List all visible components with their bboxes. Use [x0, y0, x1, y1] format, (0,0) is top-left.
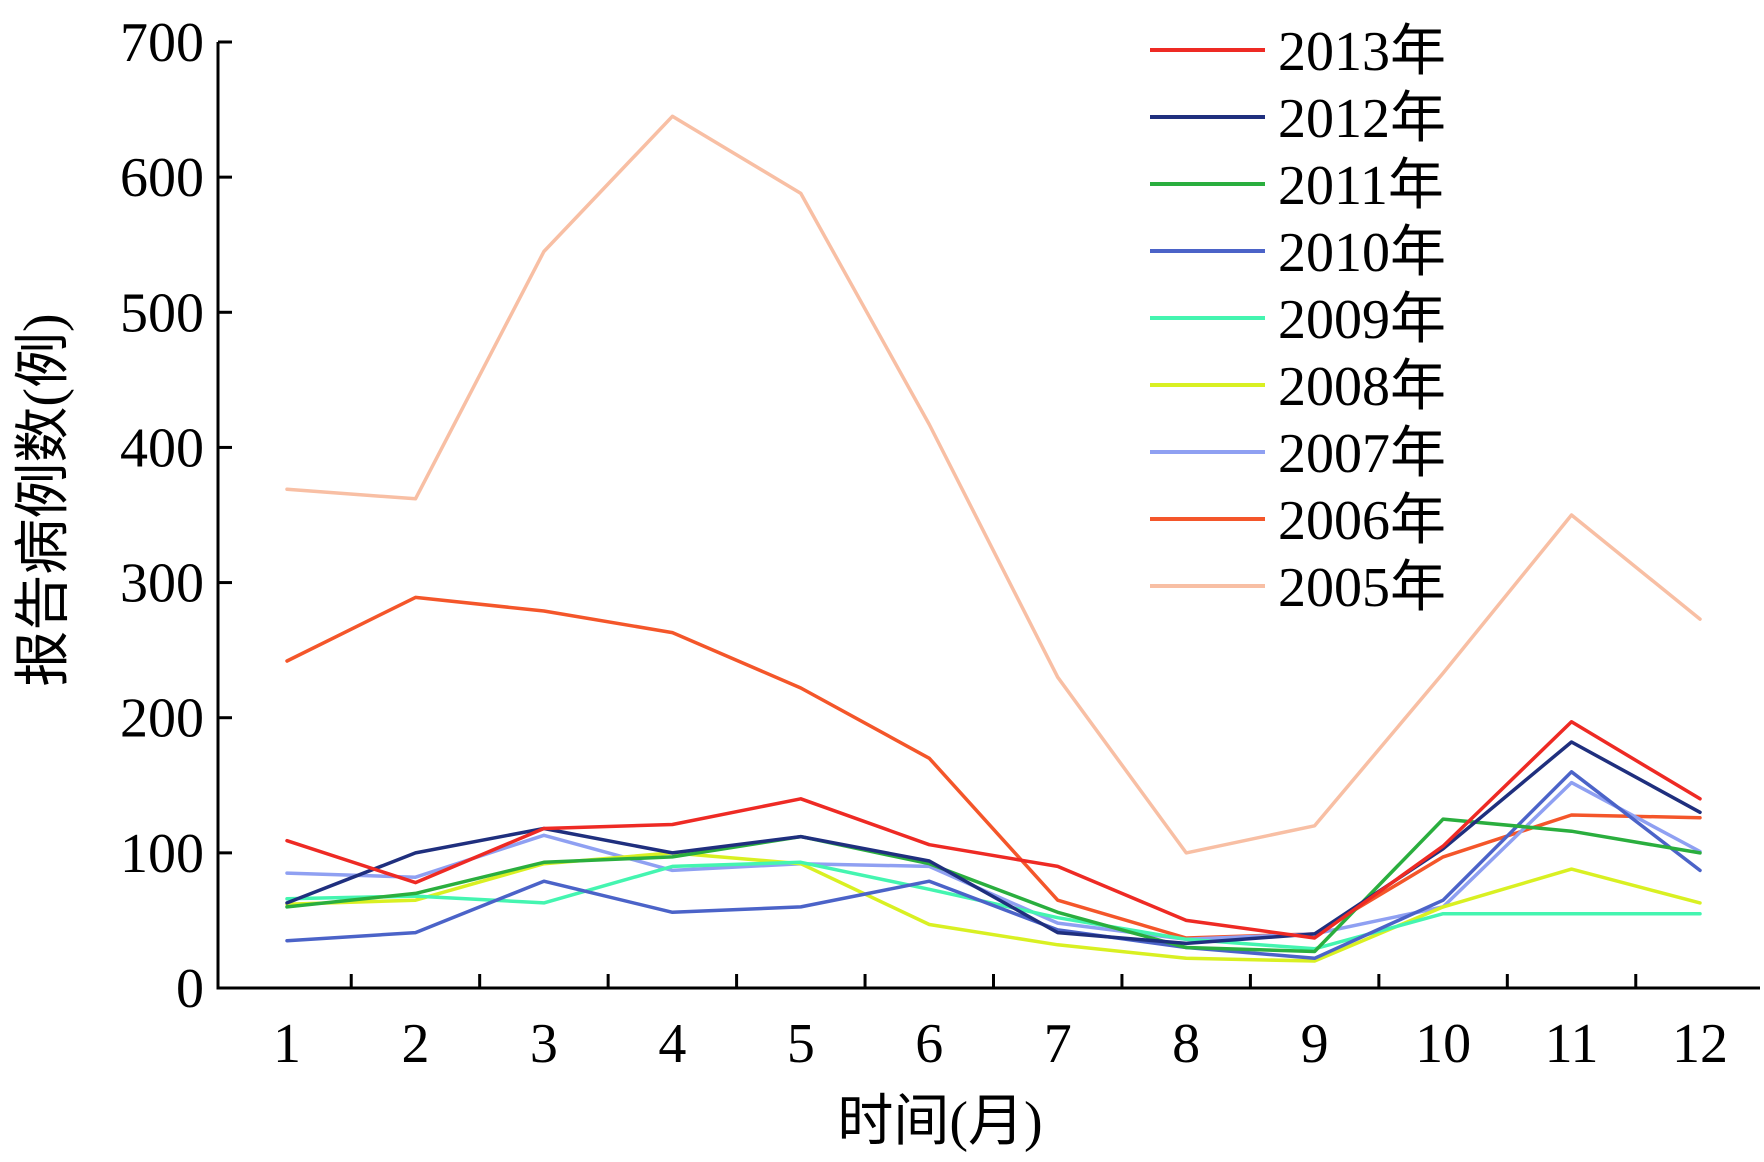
series-line-2012年 — [285, 740, 1702, 946]
legend-item: 2013年 — [1150, 21, 1446, 83]
y-tick-label: 0 — [176, 958, 204, 1020]
legend-item: 2006年 — [1150, 490, 1446, 552]
y-tick-label: 300 — [120, 553, 204, 615]
series-layer — [285, 114, 1702, 963]
legend-label: 2010年 — [1278, 222, 1446, 284]
legend-label: 2006年 — [1278, 490, 1446, 552]
legend-item: 2012年 — [1150, 88, 1446, 150]
legend-label: 2012年 — [1278, 88, 1446, 150]
legend-item: 2009年 — [1150, 289, 1446, 351]
y-tick-label: 100 — [120, 823, 204, 885]
series-line-2011年 — [285, 817, 1702, 954]
series-line-2010年 — [285, 770, 1702, 961]
y-tick-label: 200 — [120, 688, 204, 750]
y-axis-title: 报告病例数(例) — [13, 313, 75, 686]
legend-label: 2008年 — [1278, 356, 1446, 418]
x-axis-title: 时间(月) — [837, 1091, 1042, 1153]
legend: 2013年2012年2011年2010年2009年2008年2007年2006年… — [1150, 21, 1446, 619]
y-tick-label: 700 — [120, 12, 204, 74]
x-tick-label: 8 — [1172, 1013, 1200, 1075]
legend-item: 2010年 — [1150, 222, 1446, 284]
legend-item: 2011年 — [1150, 155, 1444, 217]
legend-label: 2005年 — [1278, 557, 1446, 619]
x-tick-label: 7 — [1044, 1013, 1072, 1075]
series-line-2006年 — [285, 595, 1702, 940]
x-tick-label: 5 — [787, 1013, 815, 1075]
legend-label: 2011年 — [1278, 155, 1444, 217]
x-tick-label: 6 — [915, 1013, 943, 1075]
series-line-2005年 — [285, 114, 1702, 855]
legend-label: 2007年 — [1278, 423, 1446, 485]
x-tick-label: 9 — [1301, 1013, 1329, 1075]
series-line-2013年 — [285, 720, 1702, 940]
series-line-2008年 — [285, 851, 1702, 963]
y-tick-label: 400 — [120, 417, 204, 479]
series-line-2009年 — [285, 860, 1702, 951]
legend-label: 2009年 — [1278, 289, 1446, 351]
x-tick-label: 4 — [658, 1013, 686, 1075]
x-tick-label: 2 — [401, 1013, 429, 1075]
legend-item: 2005年 — [1150, 557, 1446, 619]
x-tick-label: 10 — [1415, 1013, 1471, 1075]
x-tick-label: 1 — [273, 1013, 301, 1075]
series-line-2007年 — [285, 780, 1702, 942]
x-tick-label: 3 — [530, 1013, 558, 1075]
y-tick-label: 600 — [120, 147, 204, 209]
legend-item: 2007年 — [1150, 423, 1446, 485]
y-tick-label: 500 — [120, 282, 204, 344]
x-tick-label: 11 — [1545, 1013, 1599, 1075]
x-tick-label: 12 — [1672, 1013, 1728, 1075]
legend-label: 2013年 — [1278, 21, 1446, 83]
legend-item: 2008年 — [1150, 356, 1446, 418]
